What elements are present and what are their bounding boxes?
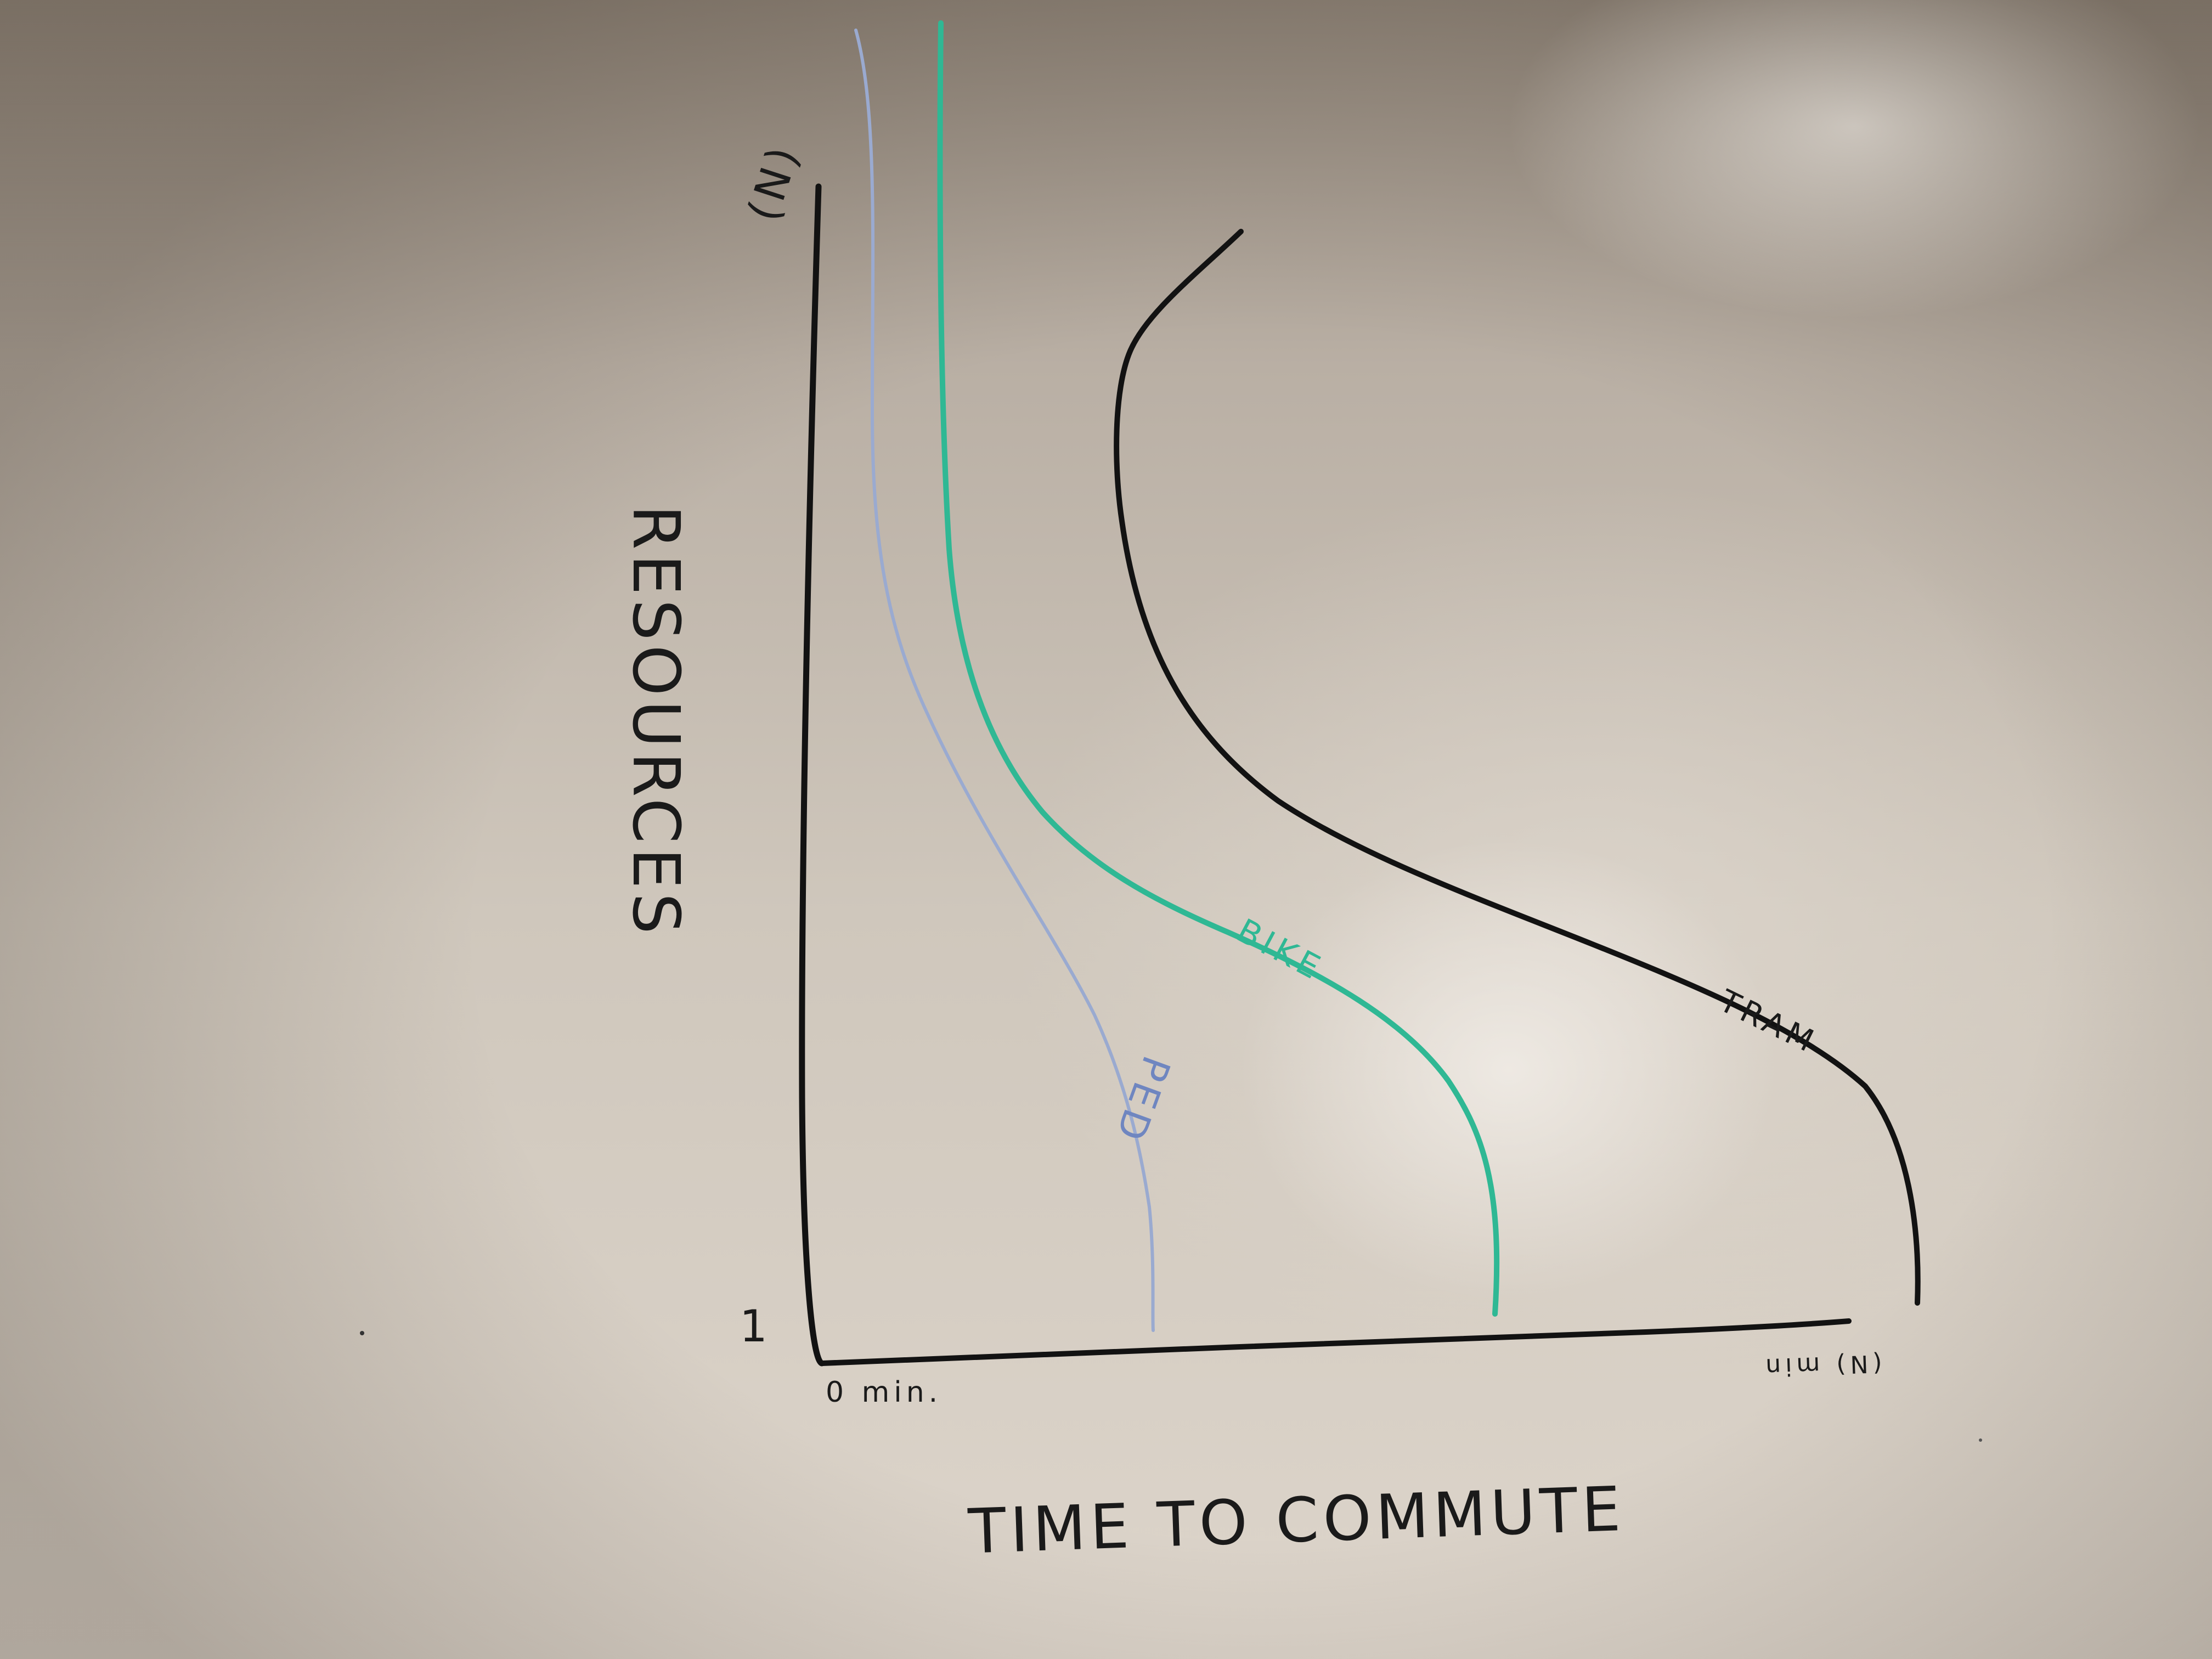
ped-curve (854, 29, 1155, 1332)
x-axis-line (819, 1318, 1852, 1366)
x-axis-start-label: 0 min. (826, 1376, 942, 1409)
y-axis-line (799, 183, 825, 1367)
marker-speck (1979, 1438, 1982, 1442)
x-axis-end-label: (N) min (1761, 1349, 1883, 1381)
bike-label: BIKE (1231, 911, 1330, 989)
x-axis-title: TIME TO COMMUTE (967, 1474, 1626, 1568)
y-axis-title: RESOURCES (618, 505, 694, 939)
bike-curve (937, 20, 1500, 1317)
tram-curve (1114, 229, 1921, 1306)
y-axis-top-label: (N) (738, 137, 810, 227)
tram-label: TRAM (1713, 983, 1823, 1061)
ped-label: PED (1106, 1050, 1179, 1150)
y-axis-bottom-label: 1 (740, 1301, 772, 1352)
marker-speck (360, 1331, 364, 1335)
